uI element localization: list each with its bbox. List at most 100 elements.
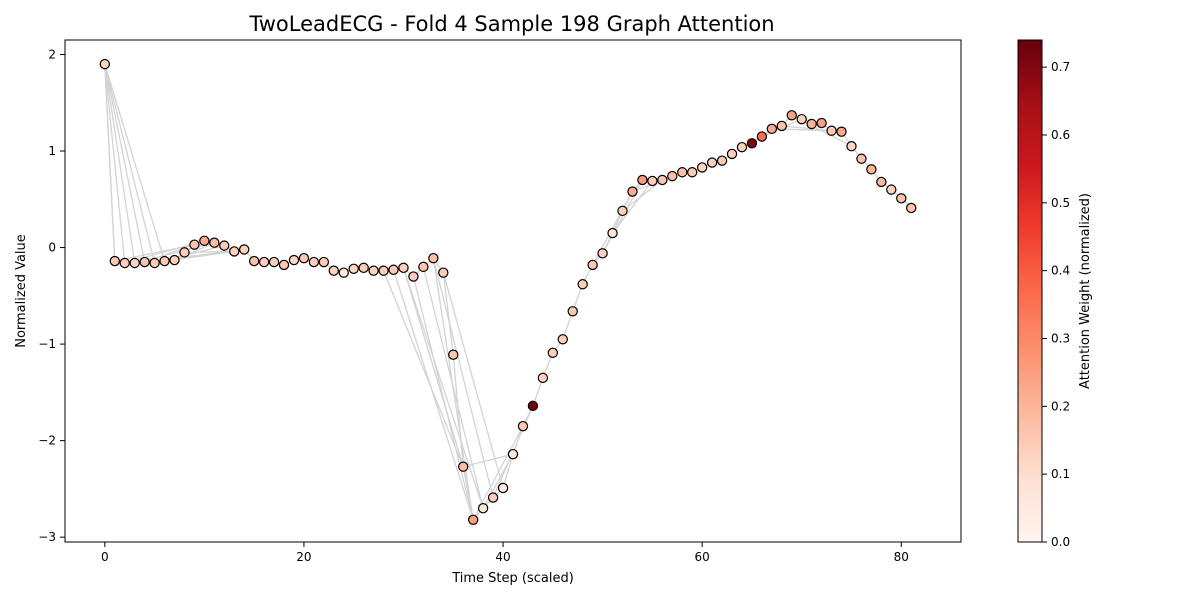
y-tick-label: 0 xyxy=(48,241,56,255)
colorbar-tick-label: 0.4 xyxy=(1051,264,1070,278)
data-point xyxy=(497,482,509,494)
data-point xyxy=(627,186,638,197)
data-point xyxy=(527,400,539,412)
data-point xyxy=(199,235,210,246)
data-point xyxy=(557,334,568,345)
edge-attention xyxy=(402,267,464,467)
data-point xyxy=(358,262,369,274)
edge-attention xyxy=(412,276,474,520)
data-points xyxy=(99,58,917,525)
data-point xyxy=(696,162,708,173)
data-point xyxy=(826,125,837,136)
plot-frame xyxy=(64,39,962,543)
edge-attention xyxy=(382,270,464,467)
plot-area xyxy=(99,58,917,525)
edge-attention xyxy=(402,267,484,509)
y-tick-label: −1 xyxy=(38,337,56,351)
data-point xyxy=(229,246,240,257)
colorbar-tick-label: 0.2 xyxy=(1051,399,1070,413)
data-point xyxy=(906,202,917,214)
edge-attention xyxy=(432,258,494,498)
data-point xyxy=(856,153,867,164)
data-point xyxy=(268,256,280,268)
data-point xyxy=(617,205,628,217)
data-point xyxy=(597,248,608,259)
data-point xyxy=(388,264,399,275)
data-point xyxy=(139,256,150,268)
y-axis: −3 −2 −1 0 1 2 xyxy=(38,47,65,544)
x-tick-label: 20 xyxy=(296,550,311,564)
data-point xyxy=(647,175,658,187)
data-point xyxy=(547,347,559,358)
data-point xyxy=(736,141,748,153)
colorbar-tick-label: 0.1 xyxy=(1051,467,1070,481)
data-point xyxy=(189,239,200,250)
x-tick-label: 60 xyxy=(695,550,710,564)
y-tick-label: 1 xyxy=(48,144,56,158)
data-point xyxy=(746,138,758,149)
data-point xyxy=(159,255,170,267)
data-point xyxy=(766,123,778,135)
colorbar: 0.0 0.1 0.2 0.3 0.4 0.5 0.6 0.7 Attention Weigh… xyxy=(1017,39,1093,549)
data-point xyxy=(458,461,469,472)
colorbar-tick-label: 0.7 xyxy=(1051,60,1070,74)
colorbar-ticks: 0.0 0.1 0.2 0.3 0.4 0.5 0.6 0.7 xyxy=(1042,60,1070,549)
data-point xyxy=(209,237,220,248)
data-point xyxy=(886,184,897,195)
edge-attention xyxy=(104,64,116,262)
data-point xyxy=(378,265,389,276)
data-point xyxy=(657,174,668,186)
data-point xyxy=(637,174,648,186)
data-point xyxy=(109,255,120,267)
data-point xyxy=(308,256,320,268)
y-tick-label: −2 xyxy=(38,434,56,448)
edge-sequential xyxy=(442,272,454,355)
edge-attention xyxy=(432,258,474,520)
data-point xyxy=(577,279,588,290)
data-point xyxy=(667,170,678,182)
data-point xyxy=(288,254,300,266)
data-point xyxy=(677,167,688,178)
data-point xyxy=(836,126,847,137)
data-point xyxy=(706,157,718,168)
data-point xyxy=(418,261,429,273)
data-point xyxy=(408,271,419,282)
edge-attention xyxy=(104,64,126,264)
graph-edges xyxy=(104,63,912,521)
data-point xyxy=(866,164,877,175)
edge-sequential xyxy=(452,354,464,467)
data-point xyxy=(348,263,359,274)
edge-attention xyxy=(442,272,504,489)
edge-attention xyxy=(104,64,136,264)
edge-attention xyxy=(612,180,653,234)
data-point xyxy=(238,244,250,255)
data-point xyxy=(786,110,797,121)
data-point xyxy=(258,256,270,268)
data-point xyxy=(448,349,459,360)
data-point xyxy=(119,257,130,269)
colorbar-tick-label: 0.0 xyxy=(1051,535,1070,549)
data-point xyxy=(219,240,230,251)
x-tick-label: 40 xyxy=(495,550,510,564)
data-point xyxy=(537,372,549,384)
data-point xyxy=(587,259,598,271)
data-point xyxy=(796,113,807,125)
data-point xyxy=(517,420,529,432)
data-point xyxy=(438,267,449,278)
colorbar-gradient xyxy=(1017,39,1043,543)
y-tick-label: 2 xyxy=(48,47,56,61)
data-point xyxy=(248,255,260,267)
y-axis-label: Normalized Value xyxy=(14,234,29,348)
y-tick-label: −3 xyxy=(38,530,56,544)
data-point xyxy=(487,492,499,503)
colorbar-tick-label: 0.6 xyxy=(1051,128,1070,142)
data-point xyxy=(278,259,290,271)
data-point xyxy=(876,176,887,188)
colorbar-label: Attention Weight (normalized) xyxy=(1078,193,1093,389)
data-point xyxy=(318,256,330,268)
data-point xyxy=(398,262,409,274)
data-point xyxy=(298,252,310,264)
data-point xyxy=(716,155,728,166)
edge-attention xyxy=(622,179,663,212)
